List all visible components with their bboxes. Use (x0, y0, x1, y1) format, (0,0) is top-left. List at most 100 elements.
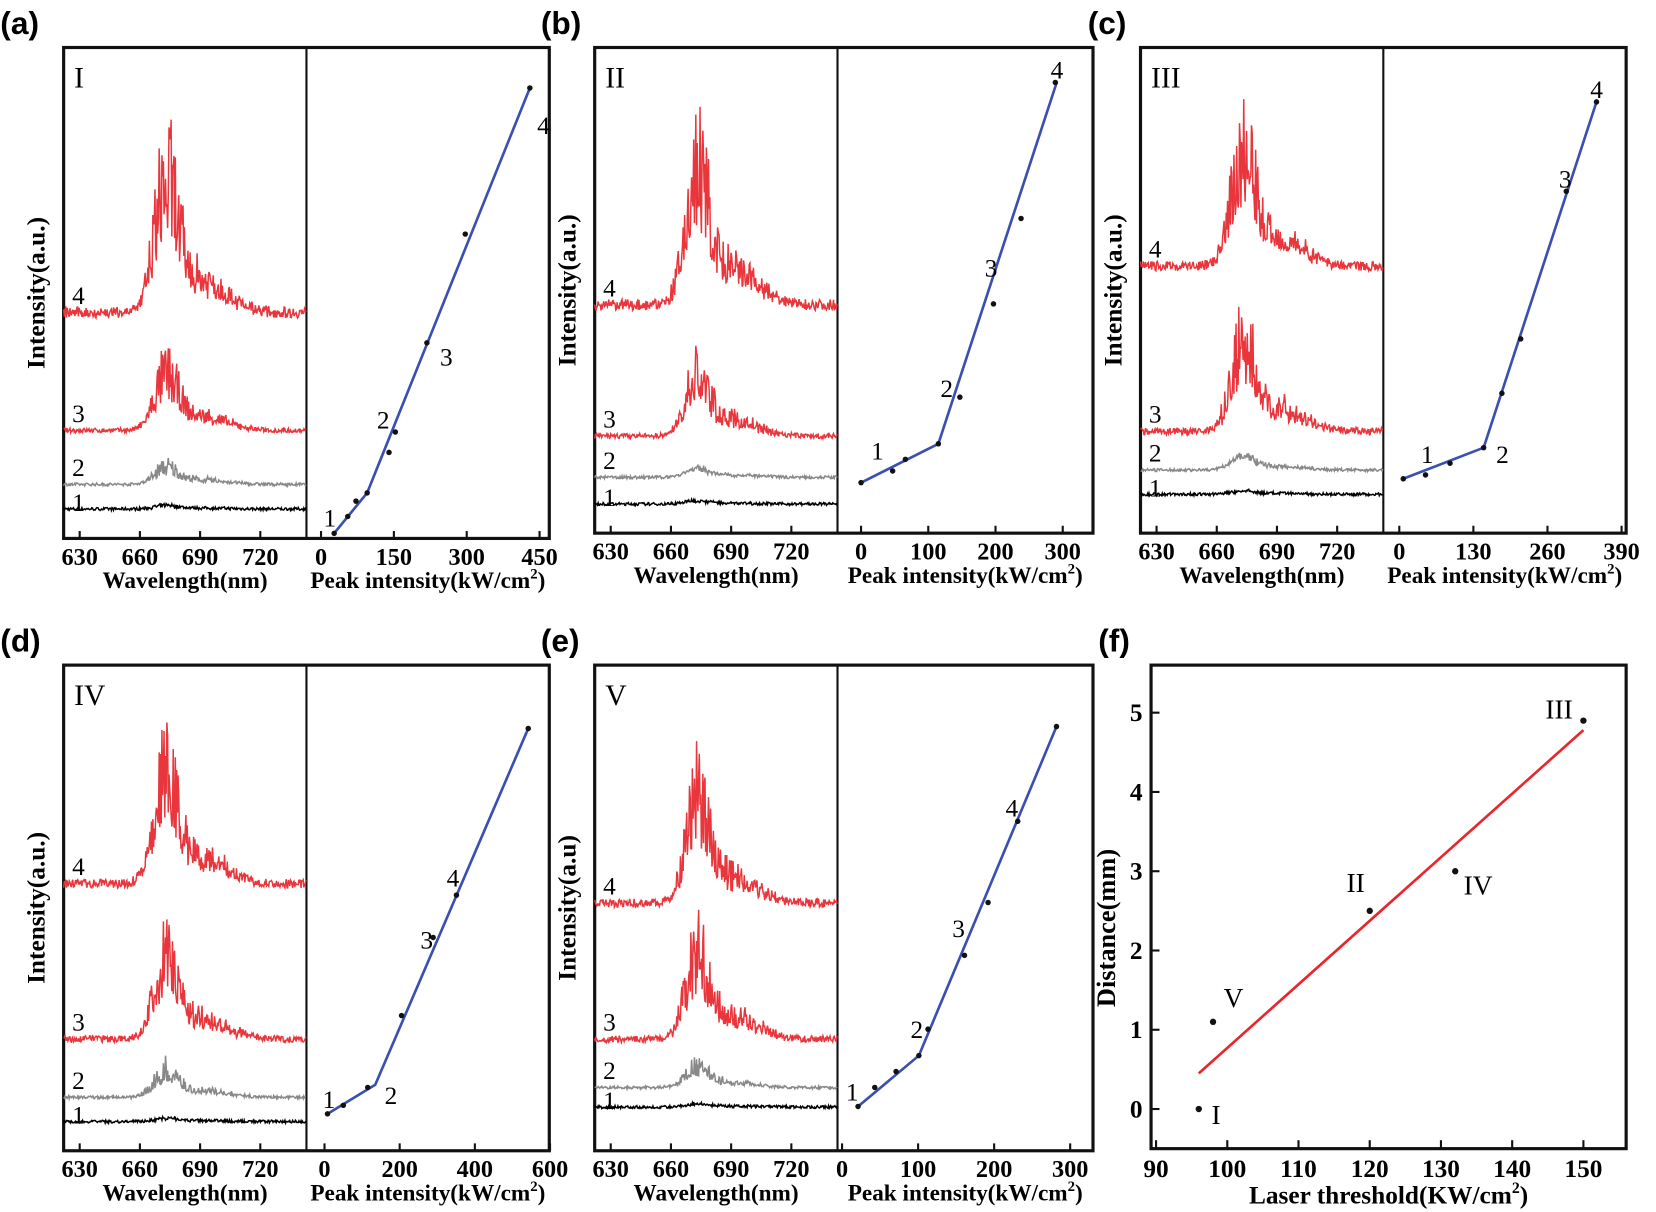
x-tick-label: 150 (1564, 1155, 1602, 1183)
x-axis-label-end: ) (1615, 563, 1623, 589)
data-point (331, 530, 337, 537)
point-label: 1 (846, 1078, 859, 1106)
x-axis-label-sup: 2 (1068, 561, 1075, 577)
point-label: 1 (871, 437, 884, 465)
data-point (324, 1111, 331, 1117)
x-tick-label: 630 (61, 544, 97, 571)
fit-line (860, 82, 1058, 484)
y-tick-label: 4 (1130, 778, 1143, 806)
spectrum-line-3 (593, 909, 838, 1046)
point-label: II (1347, 868, 1365, 898)
data-point (1053, 723, 1060, 730)
spectrum-line-1 (1139, 488, 1384, 499)
point-label: III (1545, 694, 1572, 724)
data-point (935, 441, 942, 447)
x-tick-label: 630 (61, 1156, 97, 1183)
x-axis-label: Wavelength(nm) (102, 568, 267, 594)
spectrum-label: 2 (72, 1067, 85, 1095)
x-axis-label: Peak intensity(kW/cm2) (848, 561, 1083, 589)
sample-label: V (605, 680, 626, 712)
data-point (364, 490, 370, 496)
spectrum-line-4 (593, 741, 838, 910)
spectrum-line-3 (1140, 306, 1384, 438)
data-point (340, 1102, 347, 1109)
x-tick-label: 100 (1208, 1155, 1246, 1183)
x-tick-label: 660 (653, 539, 689, 566)
x-tick-label: 720 (773, 1156, 809, 1183)
y-axis-label: Intensity(a.u.) (23, 832, 51, 984)
spectrum-line-2 (594, 1057, 838, 1092)
x-axis-label-text: Peak intensity(kW/cm (848, 1180, 1068, 1206)
plot-frame (593, 45, 1095, 535)
x-axis-label: Wavelength(nm) (1179, 563, 1344, 589)
data-point (925, 1026, 931, 1032)
panel-letter: (a) (0, 5, 39, 41)
x-tick-label: 660 (1199, 539, 1235, 566)
sample-label: IV (74, 680, 105, 712)
panel-letter: (d) (0, 622, 40, 658)
x-tick-label: 260 (1529, 539, 1565, 566)
data-point (1209, 1018, 1217, 1025)
x-tick-label: 720 (773, 539, 809, 566)
point-label: 3 (420, 927, 433, 955)
fit-line (1402, 101, 1598, 480)
data-point (453, 892, 460, 898)
point-label: IV (1464, 870, 1493, 900)
x-axis-label-text: Peak intensity(kW/cm (310, 568, 530, 594)
spectrum-label: 4 (72, 853, 85, 881)
x-tick-label: 0 (1393, 539, 1405, 566)
data-point (525, 725, 531, 732)
spectrum-label: 2 (1149, 440, 1162, 468)
spectrum-line-4 (62, 119, 307, 321)
x-axis-label: Peak intensity(kW/cm2) (848, 1179, 1083, 1207)
data-point (1452, 868, 1459, 875)
data-point (985, 899, 991, 906)
point-label: 1 (323, 1086, 336, 1114)
data-point (1480, 444, 1487, 451)
x-axis-label-text: Peak intensity(kW/cm (848, 563, 1068, 589)
data-point (392, 429, 399, 435)
spectrum-line-1 (593, 496, 838, 508)
x-tick-label: 450 (521, 544, 557, 571)
x-axis-label: Peak intensity(kW/cm2) (310, 567, 545, 595)
data-point (386, 449, 392, 456)
panel-letter: (c) (1088, 5, 1127, 41)
x-tick-label: 300 (1045, 539, 1081, 566)
x-axis-label: Wavelength(nm) (634, 563, 799, 589)
x-tick-label: 720 (242, 544, 278, 571)
panel-letter: (f) (1098, 622, 1130, 658)
data-point (424, 340, 430, 346)
data-point (1447, 460, 1453, 466)
point-label: 3 (1559, 165, 1572, 193)
panel-letter: (e) (541, 622, 580, 658)
x-tick-label: 630 (593, 1156, 629, 1183)
x-axis-label-sup: 2 (1512, 1180, 1520, 1197)
data-point (344, 513, 351, 520)
data-point (902, 456, 909, 463)
point-label: 4 (1051, 57, 1064, 85)
x-tick-label: 660 (122, 1156, 158, 1183)
data-point (1195, 1105, 1202, 1113)
spectrum-line-1 (62, 501, 307, 513)
x-tick-label: 600 (532, 1156, 568, 1183)
spectrum-label: 3 (603, 406, 616, 434)
x-tick-label: 0 (315, 544, 327, 571)
x-tick-label: 140 (1493, 1155, 1531, 1183)
point-label: 4 (1006, 795, 1019, 823)
spectrum-label: 1 (603, 484, 616, 512)
y-tick-label: 3 (1130, 858, 1143, 886)
data-point (855, 1103, 861, 1110)
data-point (1499, 390, 1505, 397)
x-tick-label: 0 (855, 539, 867, 566)
x-tick-label: 690 (182, 544, 218, 571)
x-tick-label: 130 (1455, 539, 1491, 566)
data-point (1593, 99, 1600, 105)
x-tick-label: 300 (449, 544, 485, 571)
x-axis-label-text: Peak intensity(kW/cm (1387, 563, 1607, 589)
data-point (1014, 818, 1021, 825)
sample-label: II (605, 63, 625, 95)
